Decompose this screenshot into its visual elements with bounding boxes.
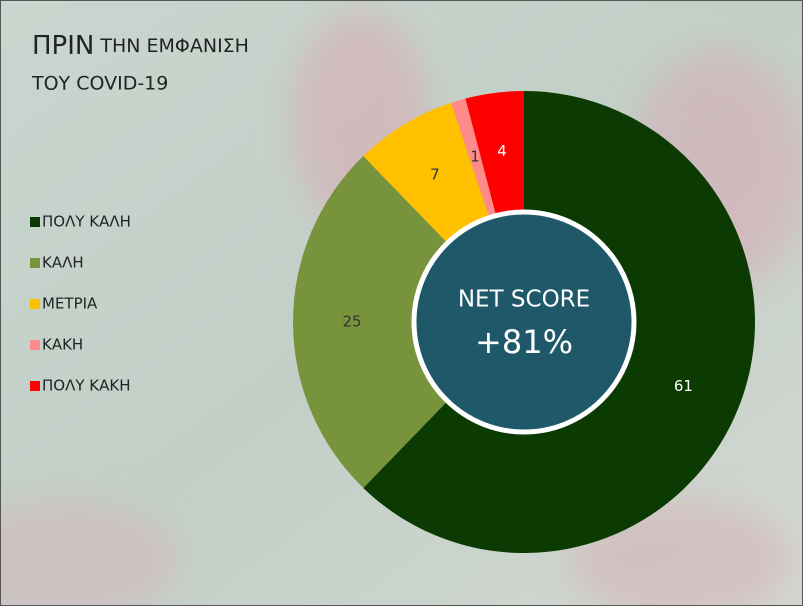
data-label: 7 — [430, 165, 440, 183]
donut-slice — [363, 102, 489, 242]
legend-label: ΠΟΛΥ ΚΑΛΗ — [42, 213, 131, 231]
donut-slice — [451, 98, 496, 216]
donut-slice — [363, 91, 755, 553]
legend-swatch — [30, 299, 40, 309]
title-part: ΠΡΙΝ — [32, 31, 94, 61]
data-label: 61 — [674, 377, 693, 395]
title-part: ΤΗΝ ΕΜΦΑΝΙΣΗ — [99, 35, 249, 57]
chart-title: ΠΡΙΝ ΤΗΝ ΕΜΦΑΝΙΣΗ — [32, 31, 249, 61]
legend-label: ΜΕΤΡΙΑ — [42, 295, 98, 313]
legend-swatch — [30, 217, 40, 227]
donut: ΠΟΛΥ ΚΑΛΗ ΚΑΛΗ ΜΕΤΡΙΑ ΚΑΚΗ ΠΟΛΥ ΚΑΚΗ 61 25 7 1 4 N… — [30, 91, 755, 553]
chart-title: ΤΟΥ COVID-19 — [31, 73, 168, 95]
data-label: 1 — [470, 148, 480, 166]
center-circle — [411, 209, 637, 435]
legend-swatch — [30, 258, 40, 268]
donut-slice — [465, 91, 524, 214]
legend-swatch — [30, 381, 40, 391]
legend-label: ΚΑΚΗ — [42, 336, 83, 354]
legend-swatch — [30, 340, 40, 350]
data-label: 4 — [497, 142, 507, 160]
legend-label: ΚΑΛΗ — [42, 254, 84, 272]
legend-label: ΠΟΛΥ ΚΑΚΗ — [42, 377, 131, 395]
center-value: +81% — [475, 323, 573, 361]
donut-slice — [293, 156, 447, 488]
data-label: 25 — [342, 313, 361, 331]
center-label: NET SCORE — [458, 287, 590, 313]
